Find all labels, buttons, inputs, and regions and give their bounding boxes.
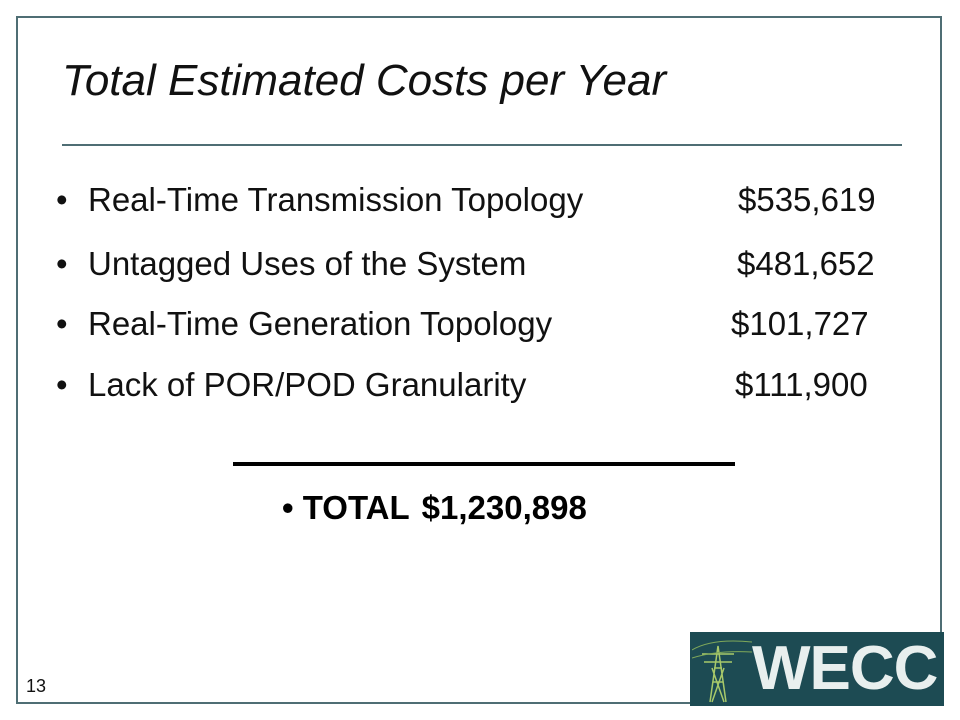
item-label: Real-Time Generation Topology (88, 305, 553, 342)
item-label: Real-Time Transmission Topology (88, 181, 584, 218)
logo: WECC (690, 632, 944, 706)
bullet-item: • Real-Time Generation Topology (56, 305, 553, 342)
item-amount: $101,727 (731, 305, 869, 342)
bullet-item: • Untagged Uses of the System (56, 245, 527, 282)
item-label: Untagged Uses of the System (88, 245, 527, 282)
logo-text: WECC (752, 634, 938, 703)
tower-icon (692, 640, 752, 703)
title: Total Estimated Costs per Year (62, 56, 667, 105)
item-amount: $111,900 (735, 366, 868, 403)
item-label: Lack of POR/POD Granularity (88, 366, 527, 403)
item-amount: $481,652 (737, 245, 875, 282)
bullet-item: • Real-Time Transmission Topology (56, 181, 584, 218)
total-label: TOTAL (302, 489, 410, 526)
page-number: 13 (26, 676, 47, 696)
frame (16, 16, 942, 704)
total: • TOTAL $1,230,898 (282, 489, 587, 526)
total-rule (233, 462, 735, 466)
title-rule (62, 144, 902, 146)
bullet-item: • Lack of POR/POD Granularity (56, 366, 527, 403)
total-amount: $1,230,898 (421, 489, 587, 526)
item-amount: $535,619 (738, 181, 876, 218)
